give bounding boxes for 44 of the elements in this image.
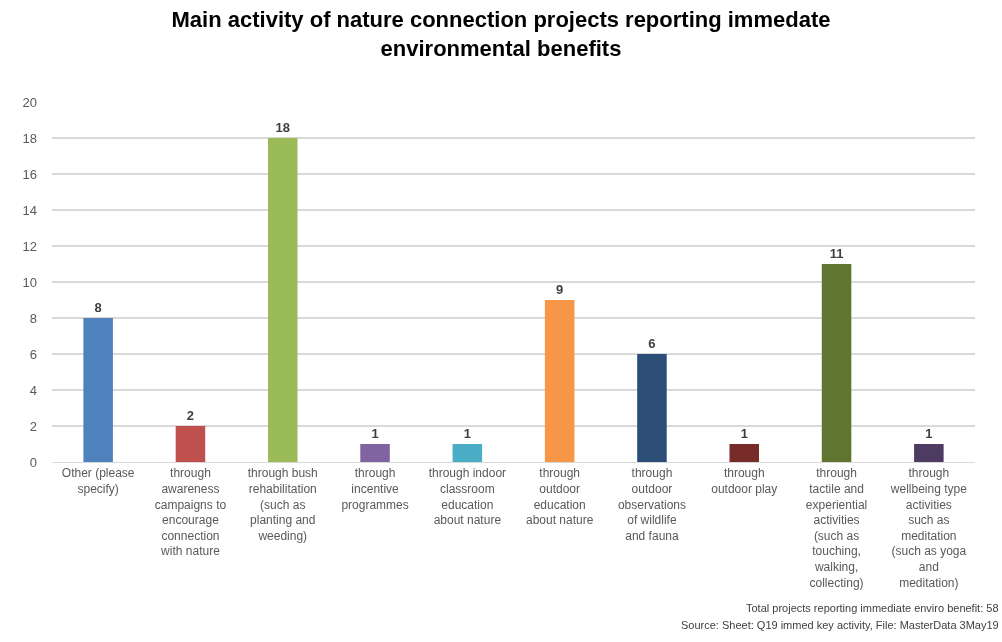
y-tick-label: 12 xyxy=(22,238,37,254)
x-tick-label: through wellbeing type activities such as meditation (such as yoga and meditation) xyxy=(889,466,968,590)
data-label: 1 xyxy=(925,426,933,441)
x-tick-label: through tactile and experiential activities (such as touching, walking, collecting) xyxy=(805,466,868,590)
x-tick-label: through bush rehabilitation (such as planting and weeding) xyxy=(247,466,318,543)
bar xyxy=(452,444,483,462)
y-tick-label: 4 xyxy=(29,382,37,398)
x-tick-label: Other (please specify) xyxy=(61,466,135,496)
bar xyxy=(914,444,944,462)
data-label: 11 xyxy=(829,246,844,261)
data-label: 9 xyxy=(556,282,564,297)
bar xyxy=(267,138,298,462)
source-note: Source: Sheet: Q19 immed key activity, File: MasterData 3May19 xyxy=(681,619,999,631)
x-tick-label: through outdoor observations of wildlife and fauna xyxy=(617,466,686,543)
y-tick-label: 20 xyxy=(22,94,37,110)
y-tick-label: 0 xyxy=(29,454,37,470)
data-label: 1 xyxy=(740,426,748,441)
chart-title: Main activity of nature connection projects reporting immedate environmental benefits xyxy=(171,6,831,61)
data-label: 2 xyxy=(186,408,195,423)
bar xyxy=(821,264,852,462)
y-tick-label: 10 xyxy=(22,274,37,290)
data-label: 8 xyxy=(94,300,102,315)
bar xyxy=(360,444,390,462)
bar xyxy=(729,444,760,462)
x-tick-label: through outdoor education about nature xyxy=(525,466,594,528)
x-tick-label: through awareness campaigns to encourage connection with nature xyxy=(154,466,227,559)
bar xyxy=(637,354,667,462)
bar xyxy=(175,426,206,462)
y-tick-label: 6 xyxy=(29,346,37,362)
data-label: 18 xyxy=(275,120,290,135)
bar xyxy=(544,300,575,462)
x-tick-label: through outdoor play xyxy=(711,466,778,496)
y-tick-label: 16 xyxy=(22,166,37,182)
y-tick-label: 18 xyxy=(22,130,37,146)
x-tick-label: through indoor classroom education about nature xyxy=(428,466,507,528)
data-label: 1 xyxy=(371,426,379,441)
x-tick-label: through incentive programmes xyxy=(341,466,409,512)
data-label: 6 xyxy=(648,336,656,351)
data-label: 1 xyxy=(463,426,471,441)
y-tick-label: 14 xyxy=(22,202,37,218)
text: Total projects reporting immediate enviro benefit: 58 xyxy=(746,602,999,614)
y-tick-label: 2 xyxy=(29,418,37,434)
bar xyxy=(83,318,113,462)
y-tick-label: 8 xyxy=(29,310,37,326)
